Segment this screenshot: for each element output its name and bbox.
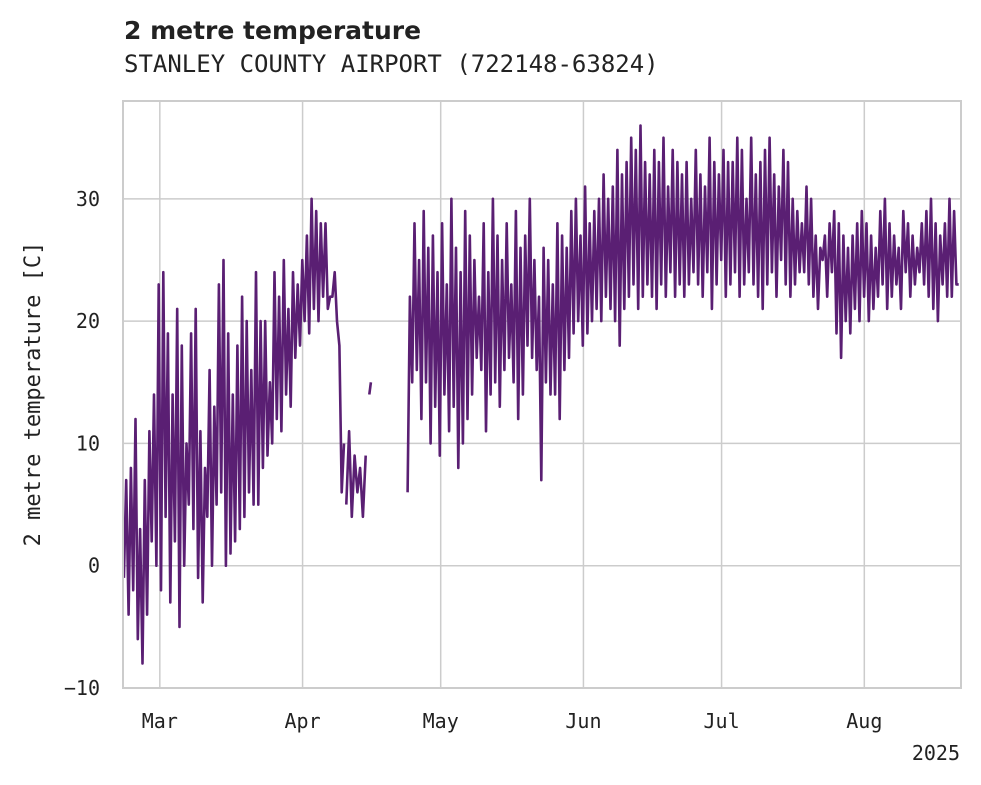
x-tick-label: Jun: [565, 709, 601, 733]
series-line-layer: [122, 124, 959, 665]
y-tick-label: 0: [88, 554, 100, 578]
y-axis-label: 2 metre temperature [C]: [21, 242, 46, 547]
y-tick-label: −10: [64, 676, 100, 700]
temperature-series-line: [122, 197, 346, 665]
y-tick-label: 30: [76, 187, 100, 211]
x-tick-label: Apr: [285, 709, 321, 733]
temperature-series-line: [406, 124, 959, 493]
temperature-series-line: [368, 382, 373, 395]
plot-frame: [122, 100, 962, 689]
chart-title: 2 metre temperature: [124, 16, 422, 45]
x-tick-label: Mar: [142, 709, 178, 733]
y-tick-label: 10: [76, 431, 100, 455]
y-tick-labels: −10 0 10 20 30: [64, 187, 100, 700]
x-tick-label: May: [423, 709, 459, 733]
x-tick-labels: Mar Apr May Jun Jul Aug: [142, 709, 883, 733]
chart-subtitle: STANLEY COUNTY AIRPORT (722148-63824): [124, 50, 659, 78]
y-tick-label: 20: [76, 309, 100, 333]
temperature-series-line: [345, 429, 367, 519]
x-tick-label: Aug: [846, 709, 882, 733]
x-tick-label: Jul: [704, 709, 740, 733]
year-label: 2025: [912, 741, 960, 765]
